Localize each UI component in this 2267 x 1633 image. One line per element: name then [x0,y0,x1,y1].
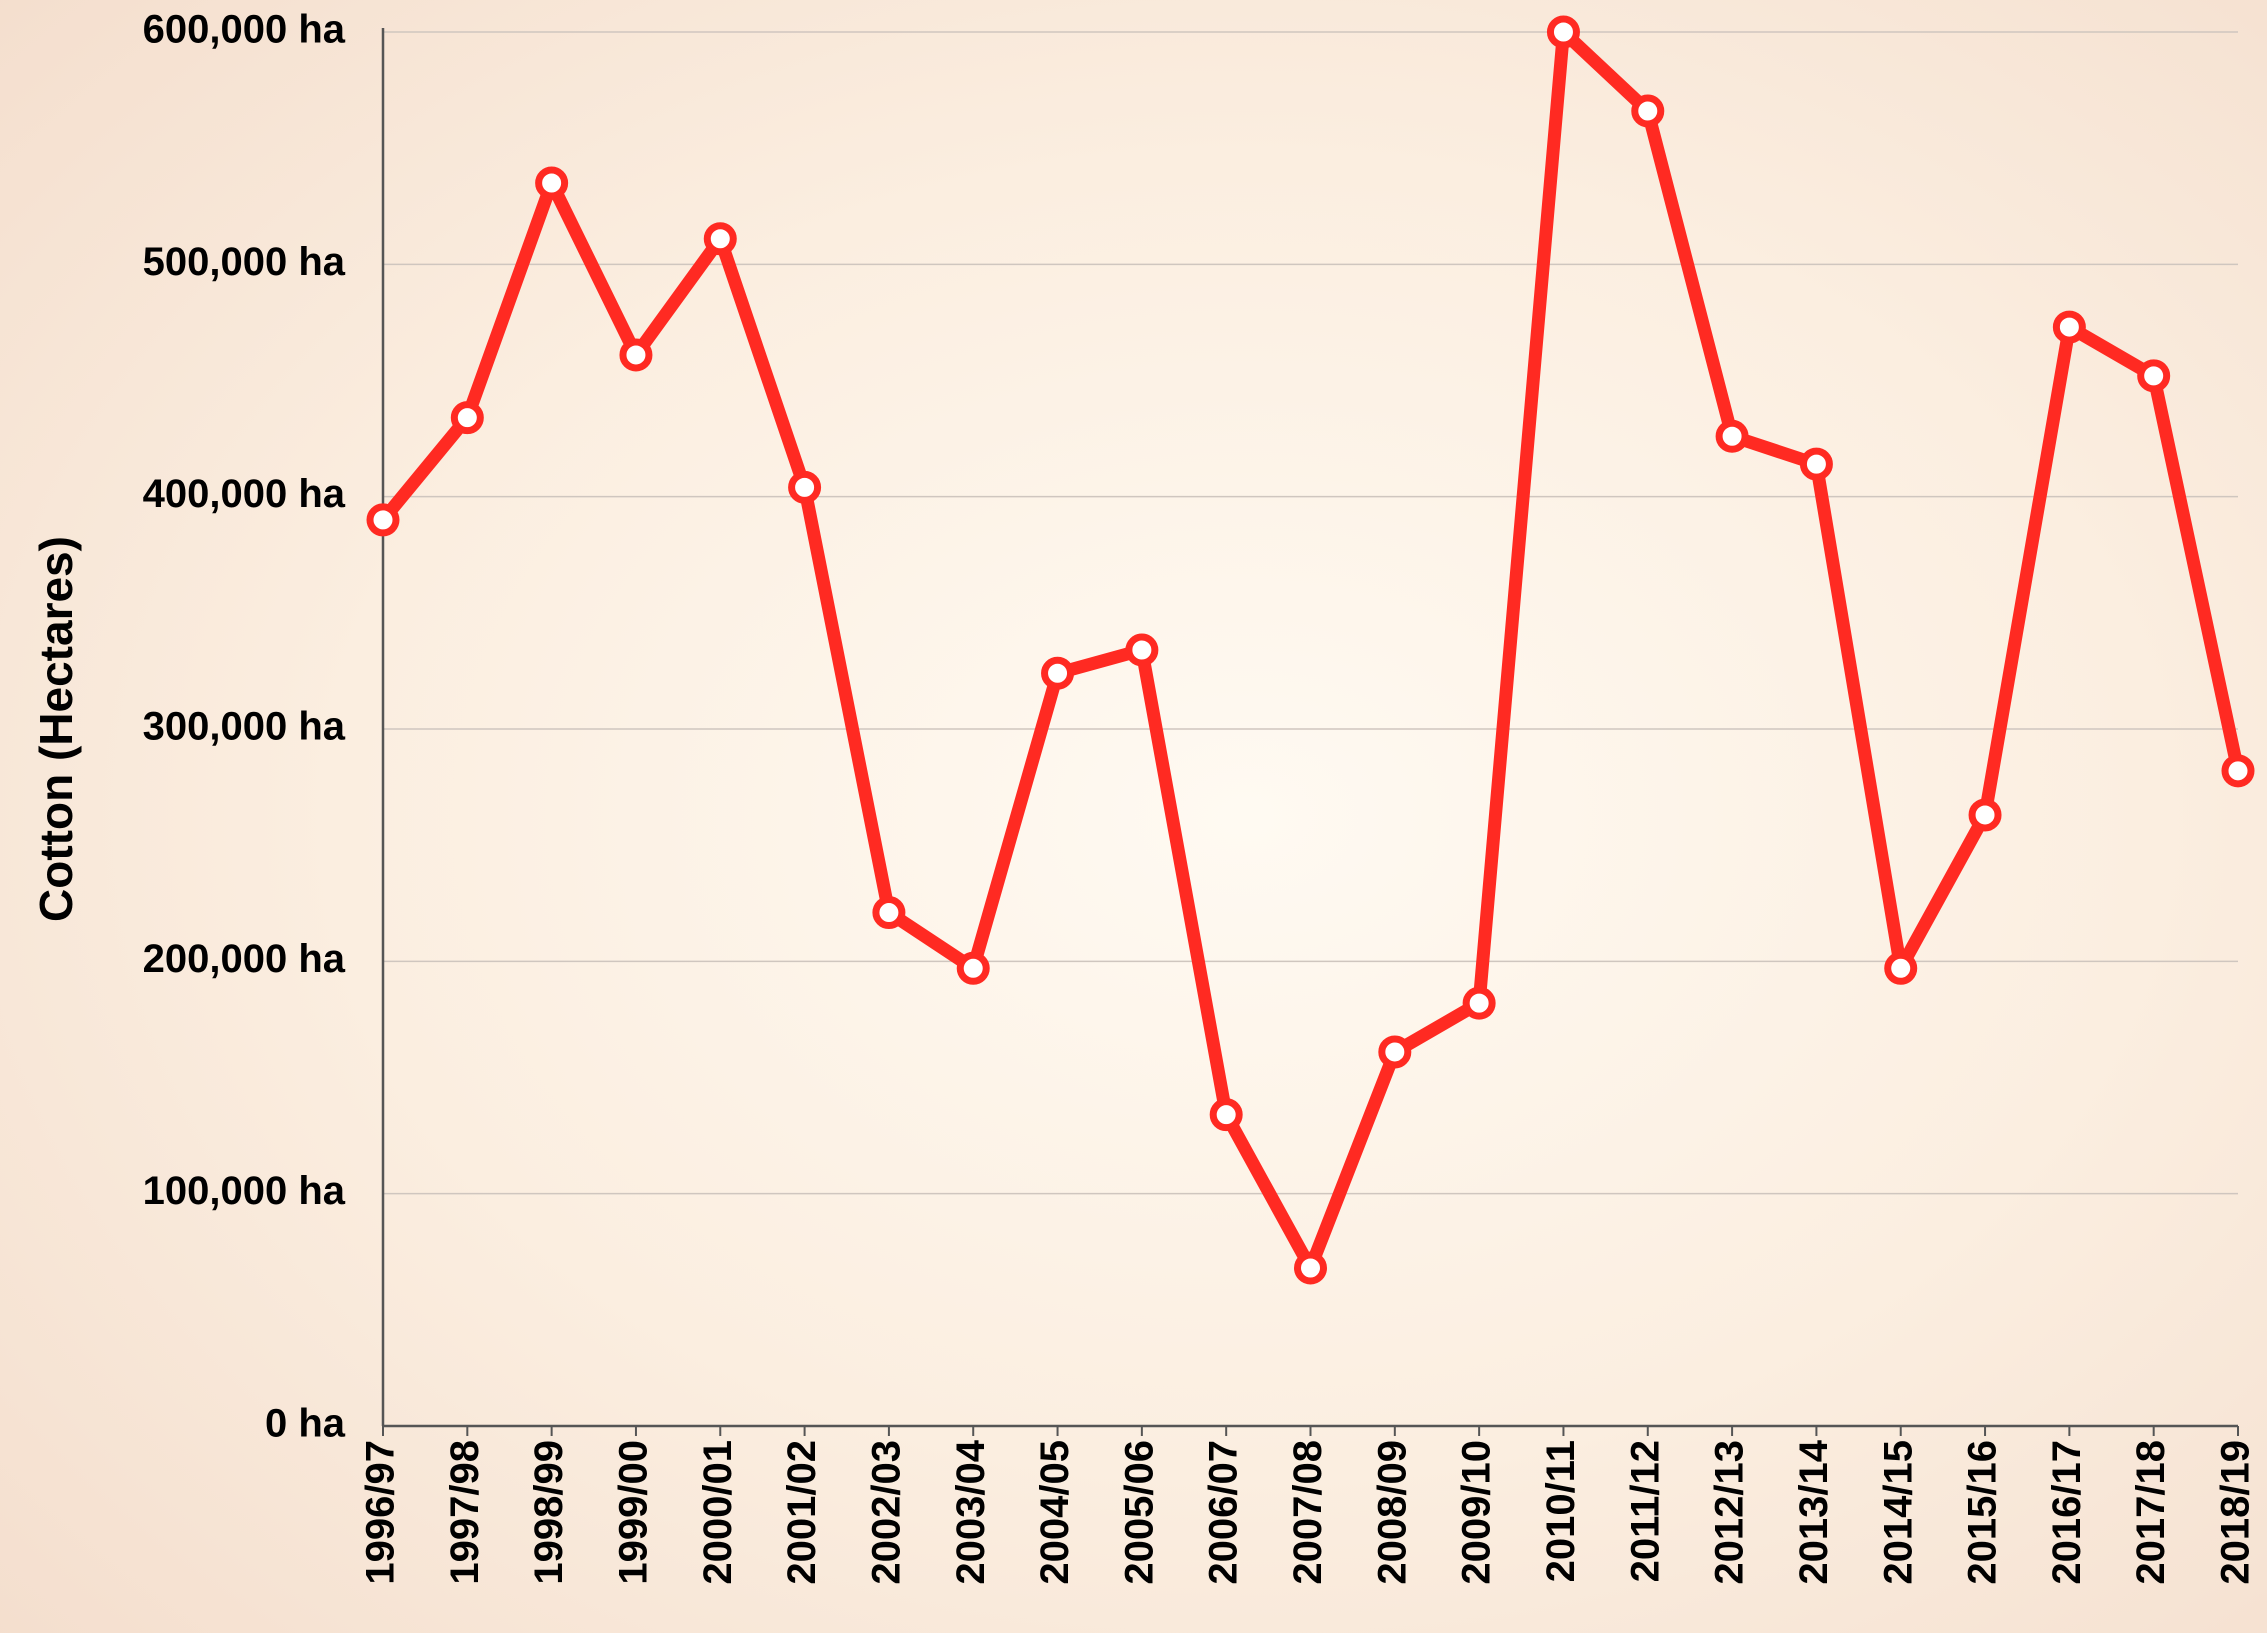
marker [2221,754,2255,788]
x-tick-label: 2001/02 [780,1440,824,1585]
marker [788,470,822,504]
x-tick-label: 2015/16 [1961,1440,2005,1585]
x-tick-label: 2002/03 [864,1440,908,1585]
y-axis-title: Cotton (Hectares) [30,536,82,922]
x-tick-label: 2012/13 [1708,1440,1752,1585]
x-tick-label: 2017/18 [2129,1440,2173,1585]
y-tick-label: 600,000 ha [143,8,346,52]
marker [703,222,737,256]
marker [1968,798,2002,832]
marker [1462,986,1496,1020]
marker [1631,94,1665,128]
x-tick-label: 2011/12 [1623,1440,1667,1582]
y-tick-label: 500,000 ha [143,240,346,284]
x-tick-label: 2009/10 [1455,1440,1499,1585]
marker [956,951,990,985]
y-tick-label: 0 ha [265,1402,346,1446]
x-tick-label: 2006/07 [1202,1440,1246,1585]
marker [1294,1251,1327,1285]
x-tick-label: 2000/01 [696,1440,740,1585]
x-tick-label: 1996/97 [359,1440,403,1585]
y-tick-label: 200,000 ha [143,937,346,981]
x-tick-label: 1999/00 [612,1440,656,1585]
marker [450,401,484,435]
x-tick-label: 2018/19 [2214,1440,2258,1585]
marker [1715,419,1749,453]
marker [872,896,906,930]
x-tick-label: 2005/06 [1117,1440,1161,1585]
marker [1209,1098,1243,1132]
x-tick-label: 2013/14 [1792,1439,1836,1584]
marker [1884,951,1918,985]
marker [2052,310,2086,344]
y-tick-label: 300,000 ha [143,705,346,749]
marker [1041,656,1075,690]
x-tick-label: 2003/04 [949,1439,993,1584]
x-tick-label: 1998/99 [527,1440,571,1585]
x-tick-label: 2007/08 [1286,1440,1330,1585]
marker [1546,15,1580,49]
marker [1378,1035,1412,1069]
x-tick-label: 2016/17 [2045,1440,2089,1585]
marker [366,503,400,537]
marker [2137,359,2171,393]
y-tick-label: 100,000 ha [143,1169,346,1213]
y-tick-label: 400,000 ha [143,472,346,516]
marker [619,338,653,372]
x-tick-label: 2014/15 [1876,1440,1920,1585]
marker [535,166,569,200]
x-tick-label: 2010/11 [1539,1440,1583,1582]
x-tick-label: 2004/05 [1033,1440,1077,1585]
x-tick-label: 1997/98 [443,1440,487,1585]
marker [1799,447,1833,481]
x-tick-label: 2008/09 [1370,1440,1414,1585]
marker [1125,633,1159,667]
